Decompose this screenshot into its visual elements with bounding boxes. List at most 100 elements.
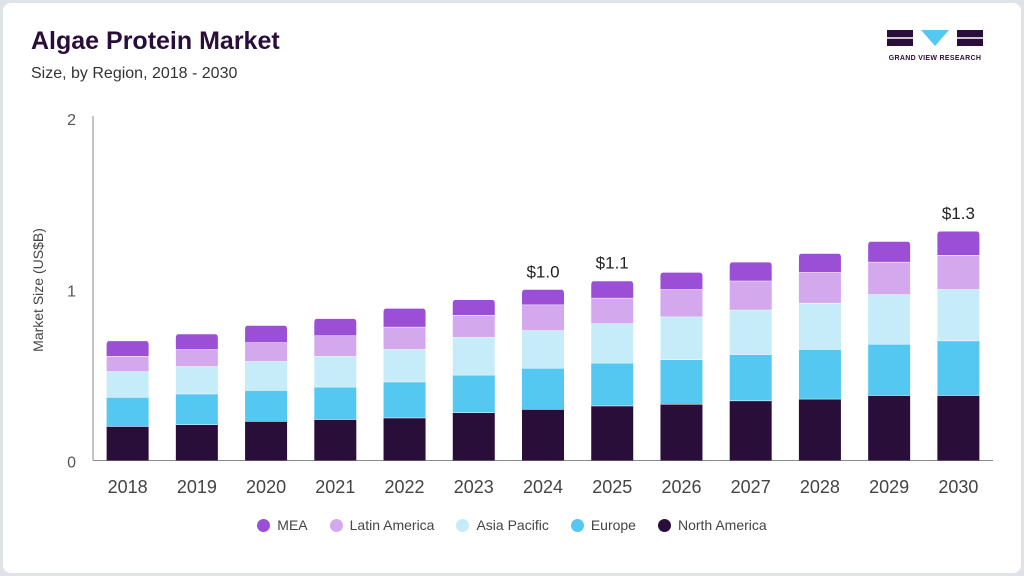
bar-segment-latin-america [522,304,564,331]
bar-segment-latin-america [452,314,495,338]
x-tick-label: 2023 [454,477,494,497]
bar-segment-latin-america [591,297,634,324]
x-tick-label: 2026 [661,477,701,497]
y-tick-label: 2 [67,112,76,129]
bar-segment-asia-pacific [937,289,980,341]
y-tick-label: 1 [67,283,76,300]
bar-segment-asia-pacific [522,330,564,369]
legend-item: MEA [257,517,308,533]
legend-item: Asia Pacific [456,517,549,533]
legend-label: MEA [277,517,308,533]
bar-segment-latin-america [660,289,703,317]
stacked-bar-chart: 0 1 2 Market Size (US$B) 2018 2019 2020 2021 202… [30,112,993,497]
bar-segment-north-america [175,424,218,461]
bar-segment-latin-america [383,326,426,350]
legend-swatch [456,518,470,532]
bar-segment-asia-pacific [729,309,772,355]
bar-segment-europe [868,344,911,396]
bar-segment-mea [314,318,357,336]
page-title: Algae Protein Market [31,27,280,55]
bar-segment-asia-pacific [868,294,911,345]
bar-segment-asia-pacific [175,366,218,394]
bar-segment-mea [106,340,149,357]
bar-segment-europe [729,354,772,401]
bar-segment-mea [245,325,288,343]
bar-segment-europe [314,386,357,420]
bar-segment-north-america [106,426,149,461]
bar-segment-north-america [729,400,772,461]
bar-total-label: $1.1 [596,254,629,273]
bar-segment-asia-pacific [798,302,841,350]
legend-item: Europe [570,517,636,533]
bar-segment-europe [660,359,703,404]
bar-segment-north-america [937,395,980,461]
legend-label: Europe [590,517,636,533]
bar-segment-latin-america [798,272,841,303]
legend-label: North America [677,517,767,533]
x-tick-label: 2022 [385,477,425,497]
x-tick-label: 2027 [731,477,771,497]
legend-swatch [570,518,584,532]
bar-segment-europe [106,397,149,427]
page-subtitle: Size, by Region, 2018 - 2030 [31,65,238,82]
logo-text: GRAND VIEW RESEARCH [888,55,982,62]
bar-segment-latin-america [314,335,357,357]
x-tick-label: 2019 [177,477,217,497]
x-tick-label: 2021 [315,477,355,497]
bar-segment-europe [245,390,288,422]
bar-segment-north-america [591,405,634,461]
bar-segment-asia-pacific [660,316,703,360]
bar-segment-europe [383,381,426,418]
bar-segment-mea [798,253,841,273]
bar-segment-north-america [452,412,495,461]
x-tick-label: 2029 [869,477,909,497]
legend-swatch [329,518,343,532]
legend-swatch [257,518,271,532]
bar-segment-europe [175,393,218,425]
bar-segment-mea [729,261,772,281]
x-tick-label: 2024 [523,477,563,497]
bar-segment-asia-pacific [383,349,426,382]
bar-segment-europe [591,362,634,406]
bar-segment-europe [452,374,495,413]
legend-item: North America [657,517,767,533]
bar-segment-mea [591,280,634,298]
bar-segment-europe [522,368,564,410]
bar-segment-north-america [660,403,703,461]
bar-segment-latin-america [868,261,911,295]
bar-segment-mea [660,272,703,290]
bar-segment-latin-america [245,342,288,362]
bar-segment-mea [383,308,426,327]
bar-segment-asia-pacific [591,323,634,363]
legend-label: Asia Pacific [476,517,549,533]
bar-segment-mea [175,333,218,350]
bar-segment-north-america [314,419,357,461]
legend-label: Latin America [349,517,435,533]
x-tick-label: 2025 [592,477,632,497]
x-tick-label: 2028 [800,477,840,497]
x-tick-label: 2020 [246,477,286,497]
y-tick-label: 0 [67,455,76,472]
bar-segment-latin-america [937,255,980,290]
bar-total-label: $1.3 [942,204,975,223]
bar-segment-europe [937,340,980,396]
bar-segment-north-america [383,417,426,461]
logo-mark-icon [887,30,983,46]
bar-segment-mea [868,241,911,262]
bar-segment-asia-pacific [452,337,495,375]
bar-segment-europe [798,349,841,399]
brand-logo: GRAND VIEW RESEARCH [883,28,987,64]
bar-segment-mea [452,299,495,315]
chart-legend: MEA Latin America Asia Pacific Europe North … [3,517,1021,533]
bar-total-label: $1.0 [526,262,559,281]
chart-card: Algae Protein Market Size, by Region, 20… [3,3,1021,573]
bar-segment-asia-pacific [245,361,288,391]
bar-segment-north-america [868,395,911,461]
x-tick-label: 2030 [938,477,978,497]
bar-segment-latin-america [175,349,218,367]
legend-item: Latin America [329,517,435,533]
y-axis-label: Market Size (US$B) [30,228,46,352]
bar-segment-latin-america [729,280,772,310]
bar-segment-latin-america [106,356,149,372]
legend-swatch [657,518,671,532]
